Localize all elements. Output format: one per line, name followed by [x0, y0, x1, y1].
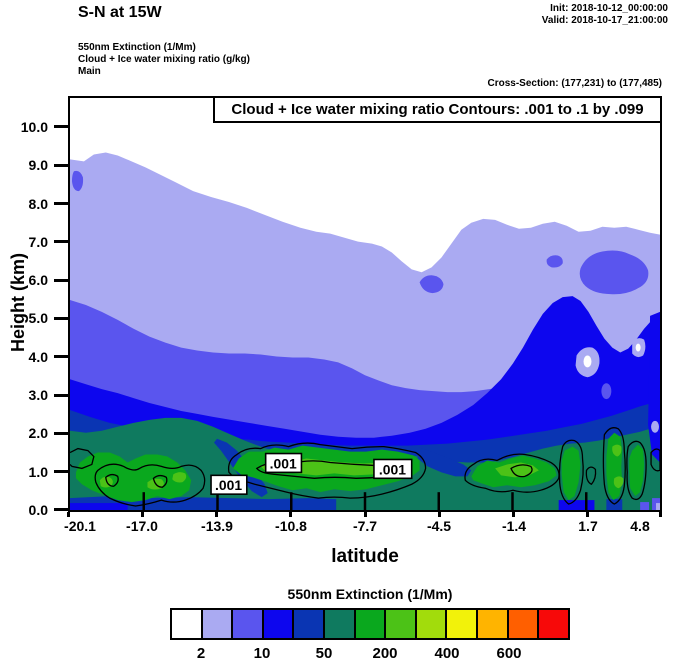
x-tick [586, 512, 590, 517]
colorbar-tick-label: 400 [434, 645, 460, 662]
field-extinction: 550nm Extinction (1/Mm) [78, 42, 196, 53]
x-tick-label: -10.8 [275, 518, 307, 534]
y-tick-label: 3.0 [28, 387, 48, 403]
x-tick-label: -20.1 [64, 518, 96, 534]
colorbar-cell [416, 610, 448, 638]
x-tick-label: 4.8 [630, 518, 650, 534]
y-tick-label: 4.0 [28, 349, 48, 365]
y-tick-label: 7.0 [28, 234, 48, 250]
x-tick [659, 512, 662, 517]
y-tick [54, 432, 68, 435]
plot-area: .001 .001 .001 Cloud + Ice water mixing … [68, 96, 662, 512]
x-tick [363, 512, 367, 517]
contour-label: .001 [215, 477, 242, 493]
colorbar-tick-label: 600 [496, 645, 522, 662]
x-tick [66, 512, 70, 517]
y-tick [54, 508, 68, 511]
model-times: Init: 2018-10-12_00:00:00 Valid: 2018-10… [542, 3, 668, 27]
colorbar-cell [478, 610, 509, 638]
y-tick [54, 164, 68, 167]
y-tick [54, 125, 68, 128]
x-axis-title: latitude [331, 546, 399, 567]
x-tick [512, 512, 515, 517]
colorbar-cell [202, 610, 234, 638]
y-tick-label: 9.0 [28, 157, 48, 173]
x-tick [140, 512, 144, 517]
colorbar-tick-label: 2 [196, 645, 206, 662]
colorbar-cell [386, 610, 417, 638]
colorbar-title: 550nm Extinction (1/Mm) [287, 586, 453, 602]
colorbar-cell [325, 610, 356, 638]
x-tick [437, 512, 441, 517]
y-tick [54, 394, 68, 397]
y-tick-label: 5.0 [28, 310, 48, 326]
field-mixing-ratio: Cloud + Ice water mixing ratio (g/kg) [78, 54, 250, 65]
field-list: 550nm Extinction (1/Mm) Cloud + Ice wate… [78, 42, 250, 78]
y-tick [54, 240, 68, 243]
colorbar-tick-label: 200 [372, 645, 398, 662]
y-tick [54, 202, 68, 205]
colorbar-cell [508, 610, 540, 638]
colorbar-tick-label: 50 [315, 645, 333, 662]
y-tick-label: 8.0 [28, 196, 48, 212]
cross-section-coords: Cross-Section: (177,231) to (177,485) [487, 78, 662, 89]
y-tick [54, 470, 68, 473]
y-tick [54, 317, 68, 320]
valid-time: Valid: 2018-10-17_21:00:00 [541, 15, 668, 26]
x-tick-label: -7.7 [352, 518, 378, 534]
y-tick-label: 6.0 [28, 272, 48, 288]
contour-label: .001 [270, 455, 297, 471]
colorbar [170, 608, 570, 640]
y-axis-title: Height (km) [8, 253, 28, 352]
x-tick-label: 1.7 [578, 518, 598, 534]
contour-label: .001 [379, 461, 406, 477]
x-tick-label: -13.9 [201, 518, 233, 534]
colorbar-cell [355, 610, 387, 638]
colorbar-cell [233, 610, 264, 638]
y-tick-label: 1.0 [28, 464, 48, 480]
field-domain: Main [78, 66, 101, 77]
y-tick-label: 0.0 [28, 502, 48, 518]
x-tick-label: -1.4 [501, 518, 527, 534]
y-tick-label: 10.0 [20, 119, 48, 135]
page-title: S-N at 15W [78, 4, 162, 21]
x-tick-label: -4.5 [426, 518, 452, 534]
contour-info-banner: Cloud + Ice water mixing ratio Contours:… [213, 98, 660, 123]
colorbar-cell [539, 610, 568, 638]
x-tick-label: -17.0 [126, 518, 158, 534]
x-tick [215, 512, 218, 517]
colorbar-cell [294, 610, 326, 638]
x-tick [289, 512, 293, 517]
colorbar-cell [172, 610, 203, 638]
init-time: Init: 2018-10-12_00:00:00 [550, 3, 668, 14]
colorbar-cell [263, 610, 295, 638]
y-tick-label: 2.0 [28, 425, 48, 441]
cross-section-plot: .001 .001 .001 [70, 98, 660, 510]
colorbar-tick-label: 10 [253, 645, 271, 662]
colorbar-cell [447, 610, 479, 638]
y-tick [54, 279, 68, 282]
y-tick [54, 355, 68, 358]
